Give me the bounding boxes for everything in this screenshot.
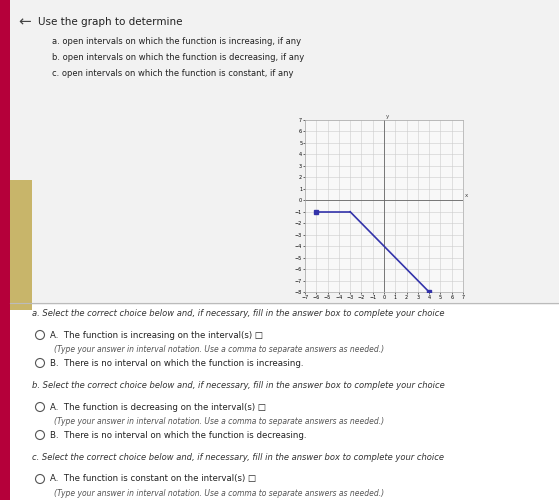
Text: b. Select the correct choice below and, if necessary, fill in the answer box to : b. Select the correct choice below and, … [32,380,445,390]
Text: A.  The function is increasing on the interval(s) □: A. The function is increasing on the int… [50,330,263,340]
Text: c. Select the correct choice below and, if necessary, fill in the answer box to : c. Select the correct choice below and, … [32,452,444,462]
Text: a. Select the correct choice below and, if necessary, fill in the answer box to : a. Select the correct choice below and, … [32,308,444,318]
Text: (Type your answer in interval notation. Use a comma to separate answers as neede: (Type your answer in interval notation. … [54,344,384,354]
Text: (Type your answer in interval notation. Use a comma to separate answers as neede: (Type your answer in interval notation. … [54,416,384,426]
FancyBboxPatch shape [0,305,559,500]
FancyBboxPatch shape [0,0,10,500]
Text: B.  There is no interval on which the function is increasing.: B. There is no interval on which the fun… [50,358,304,368]
Text: c. open intervals on which the function is constant, if any: c. open intervals on which the function … [52,70,293,78]
Text: B.  There is no interval on which the function is decreasing.: B. There is no interval on which the fun… [50,430,306,440]
Text: y: y [386,114,390,119]
FancyBboxPatch shape [0,0,559,305]
Text: ←: ← [18,14,31,30]
FancyBboxPatch shape [10,180,32,310]
Text: Use the graph to determine: Use the graph to determine [38,17,182,27]
Text: x: x [465,193,468,198]
Text: b. open intervals on which the function is decreasing, if any: b. open intervals on which the function … [52,54,304,62]
Text: (Type your answer in interval notation. Use a comma to separate answers as neede: (Type your answer in interval notation. … [54,488,384,498]
Text: A.  The function is decreasing on the interval(s) □: A. The function is decreasing on the int… [50,402,266,411]
Text: A.  The function is constant on the interval(s) □: A. The function is constant on the inter… [50,474,256,484]
Text: a. open intervals on which the function is increasing, if any: a. open intervals on which the function … [52,38,301,46]
